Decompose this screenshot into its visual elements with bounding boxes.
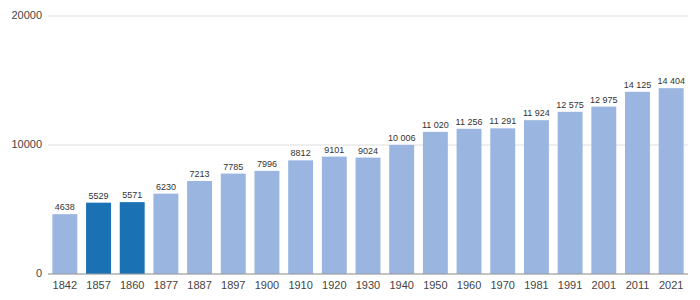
chart: 0 10000 20000 4638 5529 5571 6230 7213 7785 7996 8… xyxy=(0,0,700,300)
bar xyxy=(187,181,212,274)
grid-line xyxy=(48,16,688,17)
bar xyxy=(423,132,448,274)
x-tick-label: 1920 xyxy=(322,279,346,291)
x-tick-label: 1887 xyxy=(187,279,211,291)
x-tick-label: 1950 xyxy=(423,279,447,291)
x-tick-label: 1970 xyxy=(490,279,514,291)
bar xyxy=(86,203,111,274)
y-tick-label: 10000 xyxy=(11,138,42,150)
bars xyxy=(52,88,683,274)
y-tick-label: 20000 xyxy=(11,9,42,21)
x-tick-label: 1991 xyxy=(558,279,582,291)
data-label: 5529 xyxy=(89,191,109,201)
data-label: 12 575 xyxy=(556,100,584,110)
x-tick-label: 1981 xyxy=(524,279,548,291)
bar xyxy=(490,128,515,274)
data-label: 7996 xyxy=(257,159,277,169)
bar xyxy=(153,194,178,274)
data-label: 11 256 xyxy=(456,117,483,127)
data-label: 8812 xyxy=(291,148,311,158)
bar xyxy=(558,112,583,274)
bar xyxy=(659,88,684,274)
bar xyxy=(356,158,381,274)
data-label: 11 924 xyxy=(523,108,550,118)
bar xyxy=(625,92,650,274)
data-label: 10 006 xyxy=(388,133,416,143)
data-label: 14 404 xyxy=(657,76,685,86)
y-tick-label: 0 xyxy=(36,267,42,279)
bar xyxy=(120,202,145,274)
bar xyxy=(254,171,279,274)
x-tick-label: 2021 xyxy=(659,279,683,291)
data-label: 9024 xyxy=(358,146,378,156)
x-tick-label: 1897 xyxy=(221,279,245,291)
data-label: 11 020 xyxy=(422,120,449,130)
x-tick-label: 1930 xyxy=(356,279,380,291)
bar xyxy=(524,120,549,274)
x-tick-label: 1900 xyxy=(255,279,279,291)
data-label: 14 125 xyxy=(624,80,652,90)
data-label: 4638 xyxy=(55,202,75,212)
x-tick-label: 1960 xyxy=(457,279,481,291)
grid xyxy=(48,16,688,274)
data-label: 6230 xyxy=(156,182,176,192)
data-label: 7213 xyxy=(190,169,210,179)
bar xyxy=(221,174,246,274)
bar xyxy=(389,145,414,274)
data-label: 7785 xyxy=(223,162,243,172)
bar xyxy=(288,160,313,274)
data-label: 11 291 xyxy=(489,116,516,126)
data-label: 5571 xyxy=(122,190,142,200)
x-tick-label: 1857 xyxy=(86,279,110,291)
bar xyxy=(591,107,616,274)
x-axis-line xyxy=(48,274,688,275)
bar xyxy=(52,214,77,274)
x-tick-label: 1940 xyxy=(389,279,413,291)
bar xyxy=(457,129,482,274)
bar xyxy=(322,157,347,274)
x-tick-label: 1860 xyxy=(120,279,144,291)
data-label: 9101 xyxy=(324,145,344,155)
x-tick-label: 2001 xyxy=(592,279,616,291)
x-tick-label: 2011 xyxy=(626,279,650,291)
x-tick-label: 1877 xyxy=(154,279,178,291)
grid-line xyxy=(48,274,688,275)
x-tick-label: 1910 xyxy=(288,279,312,291)
data-label: 12 975 xyxy=(590,95,618,105)
x-tick-label: 1842 xyxy=(53,279,77,291)
